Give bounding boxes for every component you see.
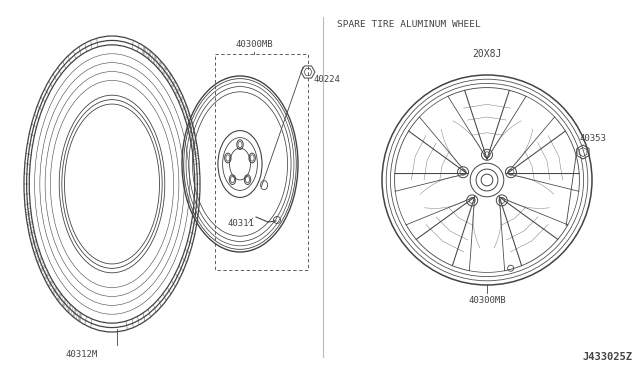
Text: J433025Z: J433025Z bbox=[582, 352, 632, 362]
Text: 40300MB: 40300MB bbox=[235, 40, 273, 49]
Text: SPARE TIRE ALUMINUM WHEEL: SPARE TIRE ALUMINUM WHEEL bbox=[337, 20, 481, 29]
Text: 20X8J: 20X8J bbox=[472, 49, 502, 59]
Text: 40353: 40353 bbox=[580, 134, 607, 143]
Text: 40312M: 40312M bbox=[66, 350, 98, 359]
Text: 40300MB: 40300MB bbox=[468, 296, 506, 305]
Text: 40311: 40311 bbox=[228, 219, 255, 228]
Text: 40224: 40224 bbox=[314, 76, 341, 84]
